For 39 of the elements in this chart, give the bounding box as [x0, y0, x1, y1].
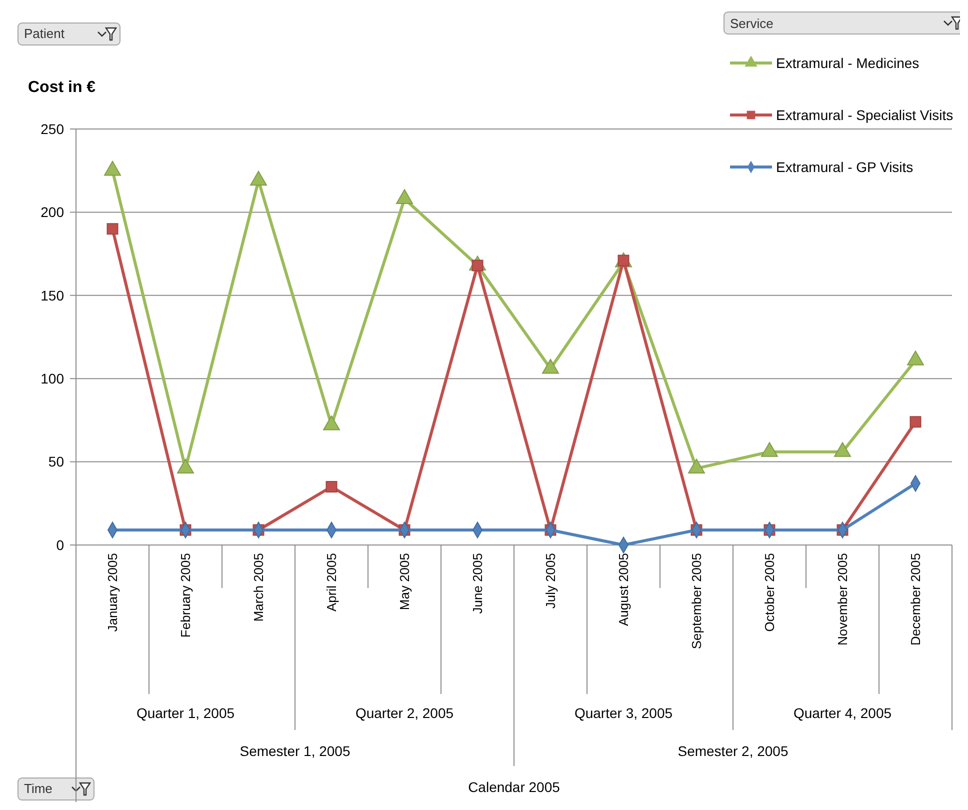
point	[907, 350, 924, 366]
text: Semester 2, 2005	[678, 743, 788, 759]
text: Quarter 4, 2005	[793, 705, 892, 721]
x-tick-label: December 2005	[908, 553, 924, 646]
text: Calendar 2005	[468, 779, 560, 795]
point	[326, 481, 338, 493]
text: Patient	[24, 26, 65, 41]
legend-label: Extramural - GP Visits	[776, 158, 914, 175]
x-tick-label: March 2005	[251, 553, 266, 622]
x-tick-label: April 2005	[324, 553, 340, 612]
point	[542, 358, 559, 374]
x-tick-label: July 2005	[543, 553, 558, 609]
y-tick-label: 0	[56, 536, 64, 553]
x-tick-label: August 2005	[616, 553, 632, 626]
legend-label: Extramural - Specialist Visits	[776, 106, 954, 123]
x-tick-label: October 2005	[762, 553, 778, 632]
point	[250, 170, 267, 186]
text: Time	[24, 781, 52, 796]
x-tick-label: February 2005	[178, 553, 194, 638]
y-axis-title: Cost in €	[28, 79, 96, 96]
x-tick-label: May 2005	[397, 553, 412, 610]
legend-label: Extramural - Medicines	[776, 54, 920, 71]
y-tick-label: 250	[40, 120, 64, 137]
x-tick-label: September 2005	[689, 553, 704, 650]
x-tick-label: January 2005	[105, 553, 120, 632]
y-tick-label: 100	[40, 370, 64, 386]
text: Semester 1, 2005	[240, 743, 350, 759]
legend-title: Service	[730, 16, 774, 31]
y-tick-label: 150	[40, 287, 64, 304]
y-tick-label: 50	[48, 454, 64, 470]
point	[104, 160, 121, 176]
y-tick-label: 200	[40, 204, 64, 220]
point	[910, 416, 922, 428]
point	[396, 189, 413, 204]
x-tick-label: June 2005	[470, 553, 486, 614]
text: Quarter 1, 2005	[136, 705, 235, 721]
x-tick-label: November 2005	[835, 553, 850, 646]
text: Quarter 3, 2005	[574, 705, 673, 721]
text: Quarter 2, 2005	[355, 705, 454, 721]
